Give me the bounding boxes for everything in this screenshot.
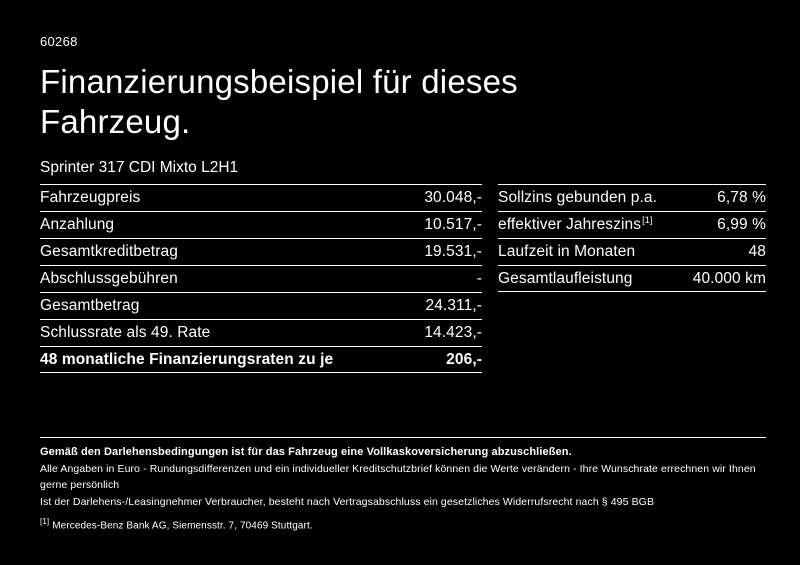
- vehicle-name: Sprinter 317 CDI Mixto L2H1: [40, 159, 239, 176]
- row-value: 48: [748, 243, 766, 260]
- bank-footnote: [1] Mercedes-Benz Bank AG, Siemensstr. 7,…: [40, 514, 766, 535]
- row-value: -: [476, 270, 482, 287]
- footer-disclaimers: Gemäß den Darlehensbedingungen ist für d…: [40, 438, 766, 535]
- row-value: 10.517,-: [424, 216, 482, 233]
- table-row: Gesamtkreditbetrag 19.531,-: [40, 238, 482, 265]
- insurance-disclaimer: Gemäß den Darlehensbedingungen ist für d…: [40, 446, 572, 458]
- finance-tables: Fahrzeugpreis 30.048,- Anzahlung 10.517,…: [40, 184, 766, 373]
- table-row: Schlussrate als 49. Rate 14.423,-: [40, 319, 482, 346]
- row-label: Gesamtbetrag: [40, 297, 140, 314]
- row-value: 40.000 km: [692, 269, 766, 287]
- row-label: 48 monatliche Finanzierungsraten zu je: [40, 350, 334, 368]
- title-line-2: Fahrzeug.: [40, 103, 191, 140]
- table-row: Gesamtlaufleistung 40.000 km: [498, 265, 766, 292]
- row-value: 206,-: [446, 350, 482, 368]
- page-title: Finanzierungsbeispiel für dieses Fahrzeu…: [40, 62, 766, 142]
- table-row: Sollzins gebunden p.a. 6,78 %: [498, 184, 766, 211]
- footnote-marker: [1]: [40, 517, 50, 526]
- table-row: Laufzeit in Monaten 48: [498, 238, 766, 265]
- table-row: effektiver Jahreszins[1] 6,99 %: [498, 211, 766, 238]
- page-code: 60268: [40, 34, 78, 49]
- row-label: Schlussrate als 49. Rate: [40, 324, 211, 341]
- footnote-text: Mercedes-Benz Bank AG, Siemensstr. 7, 70…: [52, 520, 313, 532]
- title-line-1: Finanzierungsbeispiel für dieses: [40, 63, 518, 100]
- table-row-monthly-rate: 48 monatliche Finanzierungsraten zu je 2…: [40, 346, 482, 373]
- table-row: Abschlussgebühren -: [40, 265, 482, 292]
- row-value: 14.423,-: [424, 324, 482, 341]
- table-row: Fahrzeugpreis 30.048,-: [40, 184, 482, 211]
- withdrawal-disclaimer: Ist der Darlehens-/Leasingnehmer Verbrau…: [40, 495, 655, 508]
- finance-table-right: Sollzins gebunden p.a. 6,78 % effektiver…: [498, 184, 766, 292]
- row-label: Sollzins gebunden p.a.: [498, 189, 658, 206]
- row-label: Gesamtlaufleistung: [498, 269, 633, 287]
- euro-disclaimer: Alle Angaben in Euro - Rundungsdifferenz…: [40, 462, 756, 492]
- row-label: Abschlussgebühren: [40, 270, 178, 287]
- row-value: 6,78 %: [717, 189, 766, 206]
- finance-table-left: Fahrzeugpreis 30.048,- Anzahlung 10.517,…: [40, 184, 482, 373]
- finance-example-page: 60268 Finanzierungsbeispiel für dieses F…: [40, 34, 766, 535]
- row-value: 19.531,-: [424, 243, 482, 260]
- row-value: 24.311,-: [425, 297, 482, 314]
- row-label: Gesamtkreditbetrag: [40, 243, 178, 260]
- table-row: Gesamtbetrag 24.311,-: [40, 292, 482, 319]
- footer-divider: [40, 437, 766, 438]
- row-label: Laufzeit in Monaten: [498, 243, 636, 260]
- row-label: Anzahlung: [40, 216, 115, 233]
- row-value: 6,99 %: [717, 216, 766, 233]
- row-label: Fahrzeugpreis: [40, 189, 141, 206]
- row-label: effektiver Jahreszins[1]: [498, 215, 653, 234]
- footnote-ref: [1]: [642, 215, 653, 226]
- row-value: 30.048,-: [424, 189, 482, 206]
- table-row: Anzahlung 10.517,-: [40, 211, 482, 238]
